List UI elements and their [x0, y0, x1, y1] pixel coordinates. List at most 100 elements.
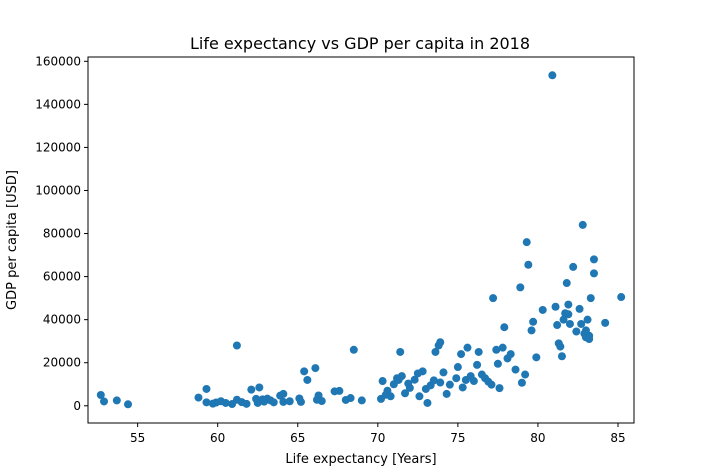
data-point [431, 347, 440, 356]
x-axis-label: Life expectancy [Years] [285, 452, 436, 467]
data-point [232, 341, 241, 350]
data-point [124, 400, 133, 409]
data-point [556, 342, 565, 351]
data-point [489, 294, 498, 303]
data-point [311, 364, 320, 373]
data-point [524, 260, 533, 269]
data-point [601, 318, 610, 327]
data-point [586, 294, 595, 303]
data-point [452, 374, 461, 383]
y-tick-label: 60000 [43, 270, 81, 284]
data-point [453, 363, 462, 372]
data-point [96, 391, 105, 400]
x-tick-label: 60 [210, 431, 225, 445]
data-point [335, 386, 344, 395]
data-point [516, 283, 525, 292]
data-point [386, 392, 395, 401]
data-point [553, 321, 562, 330]
data-point [194, 393, 203, 402]
data-point [581, 326, 590, 335]
data-point [401, 389, 410, 398]
data-point [548, 71, 557, 80]
data-point [506, 350, 515, 359]
data-point [522, 238, 531, 247]
data-point [589, 255, 598, 264]
data-point [511, 365, 520, 374]
data-point [458, 383, 467, 392]
data-point [492, 345, 501, 354]
y-axis-label: GDP per capita [USD] [5, 170, 20, 310]
x-tick-label: 70 [370, 431, 385, 445]
data-point [527, 326, 536, 335]
data-point [410, 375, 419, 384]
x-tick-label: 85 [610, 431, 625, 445]
data-point [562, 279, 571, 288]
data-point [279, 397, 288, 406]
data-point [569, 262, 578, 271]
data-point [112, 396, 121, 405]
data-point [493, 359, 502, 368]
data-point [317, 397, 326, 406]
y-tick-label: 160000 [35, 54, 81, 68]
data-points [96, 71, 626, 409]
data-point [202, 384, 211, 393]
plot-frame [87, 56, 635, 424]
chart-title: Life expectancy vs GDP per capita in 201… [190, 34, 530, 53]
data-point [564, 300, 573, 309]
data-point [564, 310, 573, 319]
data-point [559, 315, 568, 324]
y-axis: 0 20000 40000 60000 80000 100000 120000 140000 1… [35, 54, 88, 413]
y-tick-label: 40000 [43, 313, 81, 327]
data-point [457, 350, 466, 359]
data-point [423, 398, 432, 407]
data-point [551, 302, 560, 311]
data-point [405, 383, 414, 392]
data-point [442, 389, 451, 398]
y-tick-label: 80000 [43, 227, 81, 241]
y-tick-label: 140000 [35, 97, 81, 111]
data-point [429, 376, 438, 385]
data-point [285, 397, 294, 406]
data-point [529, 317, 538, 326]
data-point [439, 368, 448, 377]
data-point [474, 347, 483, 356]
data-point [346, 394, 355, 403]
x-axis: 55 60 65 70 75 80 85 [130, 423, 626, 445]
data-point [532, 353, 541, 362]
data-point [445, 380, 454, 389]
data-point [500, 323, 509, 332]
data-point [279, 389, 288, 398]
data-point [585, 335, 594, 344]
data-point [498, 343, 507, 352]
data-point [469, 377, 478, 386]
data-point [572, 327, 581, 336]
data-point [577, 319, 586, 328]
x-tick-label: 80 [530, 431, 545, 445]
data-point [436, 378, 445, 387]
data-point [487, 380, 496, 389]
data-point [617, 293, 626, 302]
data-point [521, 370, 530, 379]
y-tick-label: 100000 [35, 183, 81, 197]
data-point [589, 269, 598, 278]
data-point [517, 378, 526, 387]
data-point [473, 360, 482, 369]
data-point [418, 367, 427, 376]
data-point [303, 375, 312, 384]
data-point [575, 304, 584, 313]
data-point [247, 385, 256, 394]
data-point [100, 397, 109, 406]
x-tick-label: 75 [450, 431, 465, 445]
data-point [296, 397, 305, 406]
data-point [463, 343, 472, 352]
data-point [378, 377, 387, 386]
data-point [397, 372, 406, 381]
data-point [255, 383, 264, 392]
data-point [436, 338, 445, 347]
y-tick-label: 120000 [35, 140, 81, 154]
data-point [349, 345, 358, 354]
data-point [565, 319, 574, 328]
data-point [495, 384, 504, 393]
data-point [538, 305, 547, 314]
